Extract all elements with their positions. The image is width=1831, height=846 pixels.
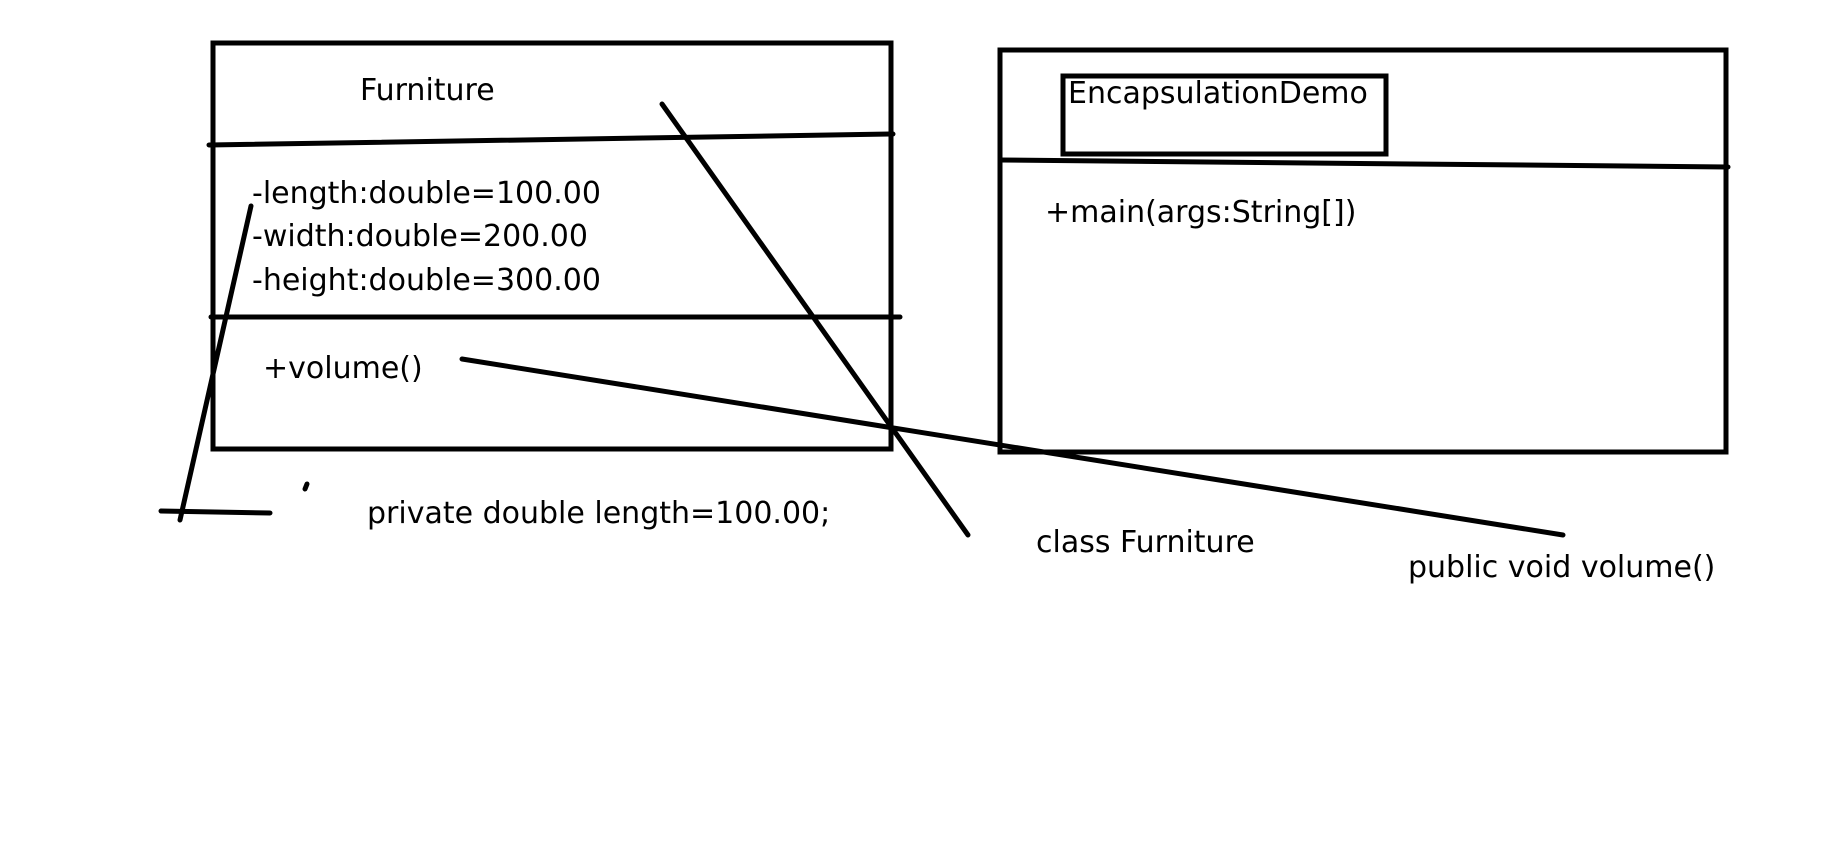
furniture-attribute-length: -length:double=100.00 (252, 176, 601, 211)
demo-name-frame (1060, 73, 1389, 157)
length-field-connector (177, 203, 254, 523)
demo-class-name: EncapsulationDemo (1068, 76, 1368, 111)
annotation-length-field: private double length=100.00; (367, 496, 830, 531)
annotation-class-decl: class Furniture (1036, 525, 1255, 560)
furniture-name-divider (206, 131, 896, 148)
furniture-attribute-width: -width:double=200.00 (252, 219, 588, 254)
demo-box-outline (997, 47, 1729, 455)
class-name-connector (659, 101, 971, 538)
volume-method-connector (459, 356, 1566, 538)
furniture-class-name: Furniture (360, 73, 495, 108)
furniture-method-volume: +volume() (263, 351, 423, 386)
demo-class-box: EncapsulationDemo +main(args:String[]) (997, 47, 1731, 455)
demo-name-divider (997, 157, 1731, 170)
furniture-attribute-height: -height:double=300.00 (252, 263, 601, 298)
length-field-underline (158, 508, 273, 516)
furniture-class-box: Furniture -length:double=100.00 -width:d… (206, 40, 903, 452)
demo-method-main: +main(args:String[]) (1045, 195, 1356, 230)
annotation-method-decl: public void volume() (1408, 550, 1715, 585)
furniture-box-outline (210, 40, 894, 452)
ink-dot-mark (302, 481, 310, 492)
connector-strokes (158, 101, 1566, 538)
